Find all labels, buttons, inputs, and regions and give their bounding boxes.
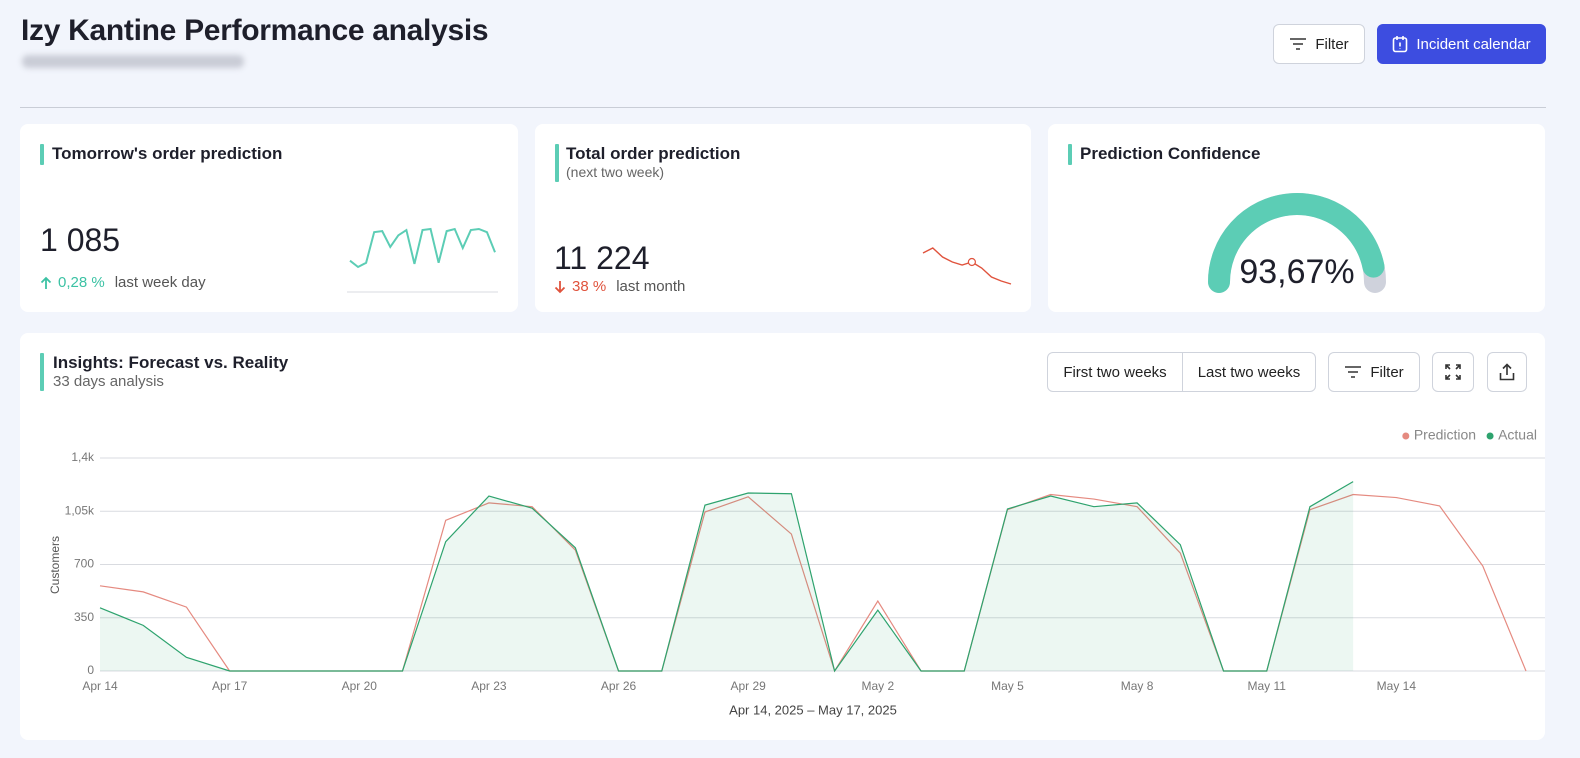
trend-icon <box>40 276 52 289</box>
sparkline <box>347 227 498 293</box>
y-tick-label: 350 <box>74 610 94 624</box>
trend-icon <box>554 280 566 293</box>
arrow <box>40 276 52 289</box>
filter-label: Filter <box>1315 35 1349 53</box>
expand-icon <box>1445 364 1461 380</box>
x-tick-label: May 5 <box>991 679 1024 693</box>
gauge: 93,67% <box>1208 193 1386 293</box>
card-subtitle: (next two week) <box>566 164 665 180</box>
sparkline <box>922 247 1012 285</box>
filter-icon <box>1290 38 1307 50</box>
x-tick-label: Apr 26 <box>601 679 637 693</box>
incident-calendar-button[interactable]: Incident calendar <box>1377 24 1546 64</box>
kpi-change: 38 % last month <box>554 278 685 295</box>
accent <box>1068 144 1072 165</box>
sparkline-line <box>349 227 496 269</box>
card-subtitle: 33 days analysis <box>53 373 164 390</box>
y-tick-label: 1,4k <box>71 450 95 464</box>
incident-calendar-label: Incident calendar <box>1416 35 1531 53</box>
x-tick-label: Apr 14 <box>82 679 118 693</box>
y-axis-label: Customers <box>48 536 62 594</box>
page-title: Izy Kantine Performance analysis <box>21 14 489 47</box>
gauge-label: 93,67% <box>1239 253 1354 291</box>
accent <box>555 144 559 182</box>
y-tick-label: 0 <box>87 663 94 677</box>
legend-label: Prediction <box>1414 427 1476 443</box>
confidence-card: Prediction Confidence 93,67% <box>1048 124 1545 312</box>
kpi-card: Total order prediction (next two week) 1… <box>535 124 1031 312</box>
x-tick-label: Apr 23 <box>471 679 507 693</box>
kpi-value: 1 085 <box>40 222 121 258</box>
x-tick-label: Apr 29 <box>731 679 767 693</box>
calendar-icon <box>1393 36 1408 53</box>
x-tick-label: May 11 <box>1247 679 1286 693</box>
legend-label: Actual <box>1498 427 1537 443</box>
series-line <box>99 481 1354 673</box>
x-tick-label: May 14 <box>1377 679 1417 693</box>
card-title: Tomorrow's order prediction <box>52 144 283 163</box>
toggle-button[interactable]: Last two weeks <box>1182 352 1316 392</box>
filter-label: Filter <box>1370 363 1404 381</box>
kpi-change: 0,28 % last week day <box>40 274 206 291</box>
legend-swatch <box>1402 432 1410 440</box>
kpi-value: 11 224 <box>554 240 650 276</box>
y-tick-label: 700 <box>74 557 94 571</box>
change-note: last month <box>616 278 686 295</box>
insights-card: Insights: Forecast vs. Reality 33 days a… <box>20 333 1545 740</box>
line-chart: Customers Apr 14, 2025 – May 17, 2025 0 3… <box>48 427 1545 717</box>
x-tick-label: Apr 17 <box>212 679 248 693</box>
filter-button[interactable]: Filter <box>1328 352 1420 392</box>
gauge-value <box>1208 193 1385 293</box>
sparkline-line <box>922 247 1012 285</box>
change-value: 38 % <box>572 278 607 295</box>
x-tick-label: Apr 20 <box>342 679 378 693</box>
x-tick-label: May 8 <box>1121 679 1154 693</box>
card-title: Prediction Confidence <box>1080 144 1261 163</box>
toggle-label: Last two weeks <box>1197 363 1301 381</box>
accent <box>40 144 44 165</box>
legend-swatch <box>1486 432 1494 440</box>
sparkline-highlight <box>967 257 976 267</box>
kpi-card: Tomorrow's order prediction 1 085 0,28 %… <box>20 124 518 312</box>
area <box>100 481 1354 671</box>
accent <box>40 353 44 391</box>
change-note: last week day <box>114 274 206 291</box>
filter-icon <box>1345 366 1362 378</box>
x-tick-label: May 2 <box>861 679 894 693</box>
y-tick-label: 1,05k <box>65 503 95 517</box>
blurred-address <box>22 55 244 68</box>
export-button[interactable] <box>1487 352 1527 392</box>
card-title: Total order prediction <box>566 144 741 163</box>
toggle-label: First two weeks <box>1063 363 1167 381</box>
card-title: Insights: Forecast vs. Reality <box>53 353 289 372</box>
expand-button[interactable] <box>1432 352 1474 392</box>
x-axis-label: Apr 14, 2025 – May 17, 2025 <box>729 702 897 717</box>
change-value: 0,28 % <box>58 274 105 291</box>
divider <box>20 107 1546 108</box>
arrow <box>554 280 566 293</box>
export-icon <box>1499 363 1515 381</box>
filter-button[interactable]: Filter <box>1273 24 1365 64</box>
